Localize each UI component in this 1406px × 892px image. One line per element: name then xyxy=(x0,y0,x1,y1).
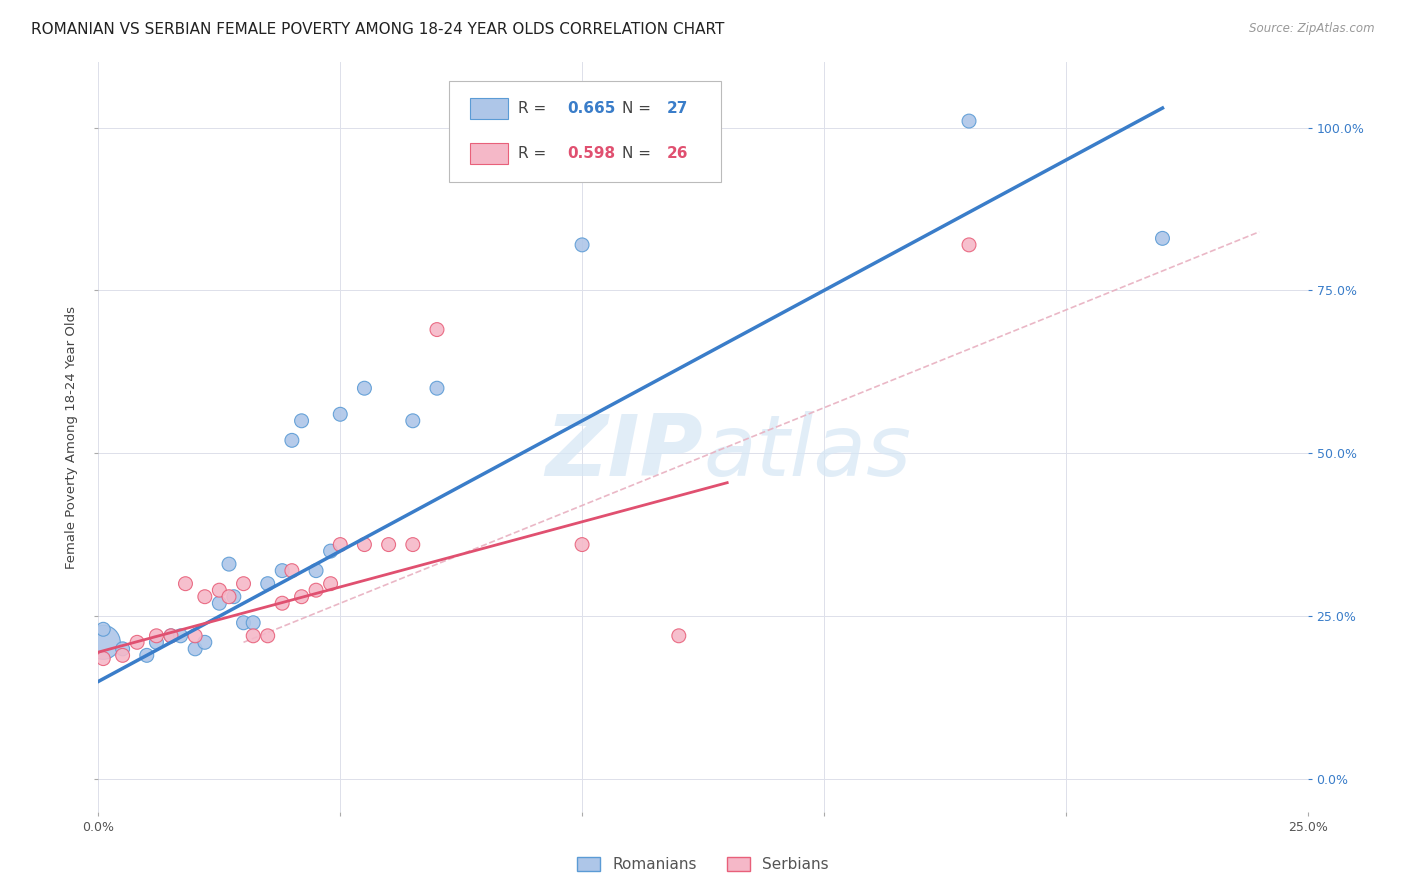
Point xyxy=(281,434,304,448)
Point xyxy=(145,635,167,649)
Point xyxy=(111,648,134,663)
Point xyxy=(271,596,294,610)
Point xyxy=(571,538,593,552)
Point xyxy=(194,590,217,604)
Point xyxy=(232,615,254,630)
Text: R =: R = xyxy=(517,146,551,161)
Point xyxy=(184,629,207,643)
Bar xyxy=(470,98,509,120)
Y-axis label: Female Poverty Among 18-24 Year Olds: Female Poverty Among 18-24 Year Olds xyxy=(65,306,79,568)
Point xyxy=(242,615,264,630)
Point xyxy=(127,635,149,649)
Point xyxy=(91,622,114,636)
Point xyxy=(271,564,294,578)
Point xyxy=(184,641,207,656)
Point xyxy=(319,576,342,591)
Text: Source: ZipAtlas.com: Source: ZipAtlas.com xyxy=(1250,22,1375,36)
Point xyxy=(1152,231,1174,245)
Point xyxy=(402,414,425,428)
Text: 26: 26 xyxy=(666,146,688,161)
Point xyxy=(174,576,197,591)
Point xyxy=(169,629,191,643)
Text: atlas: atlas xyxy=(703,410,911,493)
Text: 27: 27 xyxy=(666,102,688,116)
Text: N =: N = xyxy=(621,146,655,161)
Point xyxy=(160,629,183,643)
Point xyxy=(426,322,449,336)
Legend: Romanians, Serbians: Romanians, Serbians xyxy=(569,849,837,880)
Point xyxy=(305,583,328,598)
Text: R =: R = xyxy=(517,102,551,116)
Point xyxy=(290,414,312,428)
Point xyxy=(208,596,231,610)
Point xyxy=(281,564,304,578)
Point xyxy=(218,590,240,604)
Point xyxy=(91,635,114,649)
Point xyxy=(353,538,375,552)
Point xyxy=(242,629,264,643)
Point xyxy=(256,629,278,643)
Text: N =: N = xyxy=(621,102,655,116)
Point xyxy=(329,407,352,421)
Point xyxy=(222,590,245,604)
Point xyxy=(145,629,167,643)
Point xyxy=(218,557,240,571)
Text: 0.665: 0.665 xyxy=(568,102,616,116)
Point xyxy=(111,641,134,656)
Text: ZIP: ZIP xyxy=(546,410,703,493)
Point xyxy=(319,544,342,558)
Point xyxy=(402,538,425,552)
Point xyxy=(256,576,278,591)
Point xyxy=(194,635,217,649)
Bar xyxy=(470,144,509,164)
Point xyxy=(91,651,114,665)
Text: ROMANIAN VS SERBIAN FEMALE POVERTY AMONG 18-24 YEAR OLDS CORRELATION CHART: ROMANIAN VS SERBIAN FEMALE POVERTY AMONG… xyxy=(31,22,724,37)
Point xyxy=(290,590,312,604)
Point xyxy=(957,114,980,128)
Point xyxy=(329,538,352,552)
Text: 0.598: 0.598 xyxy=(568,146,616,161)
Point xyxy=(208,583,231,598)
Point xyxy=(426,381,449,395)
Point xyxy=(571,238,593,252)
Point xyxy=(160,629,183,643)
Point xyxy=(377,538,399,552)
Point xyxy=(353,381,375,395)
Point xyxy=(957,238,980,252)
Point xyxy=(305,564,328,578)
FancyBboxPatch shape xyxy=(449,81,721,182)
Point xyxy=(668,629,690,643)
Point xyxy=(135,648,157,663)
Point xyxy=(232,576,254,591)
